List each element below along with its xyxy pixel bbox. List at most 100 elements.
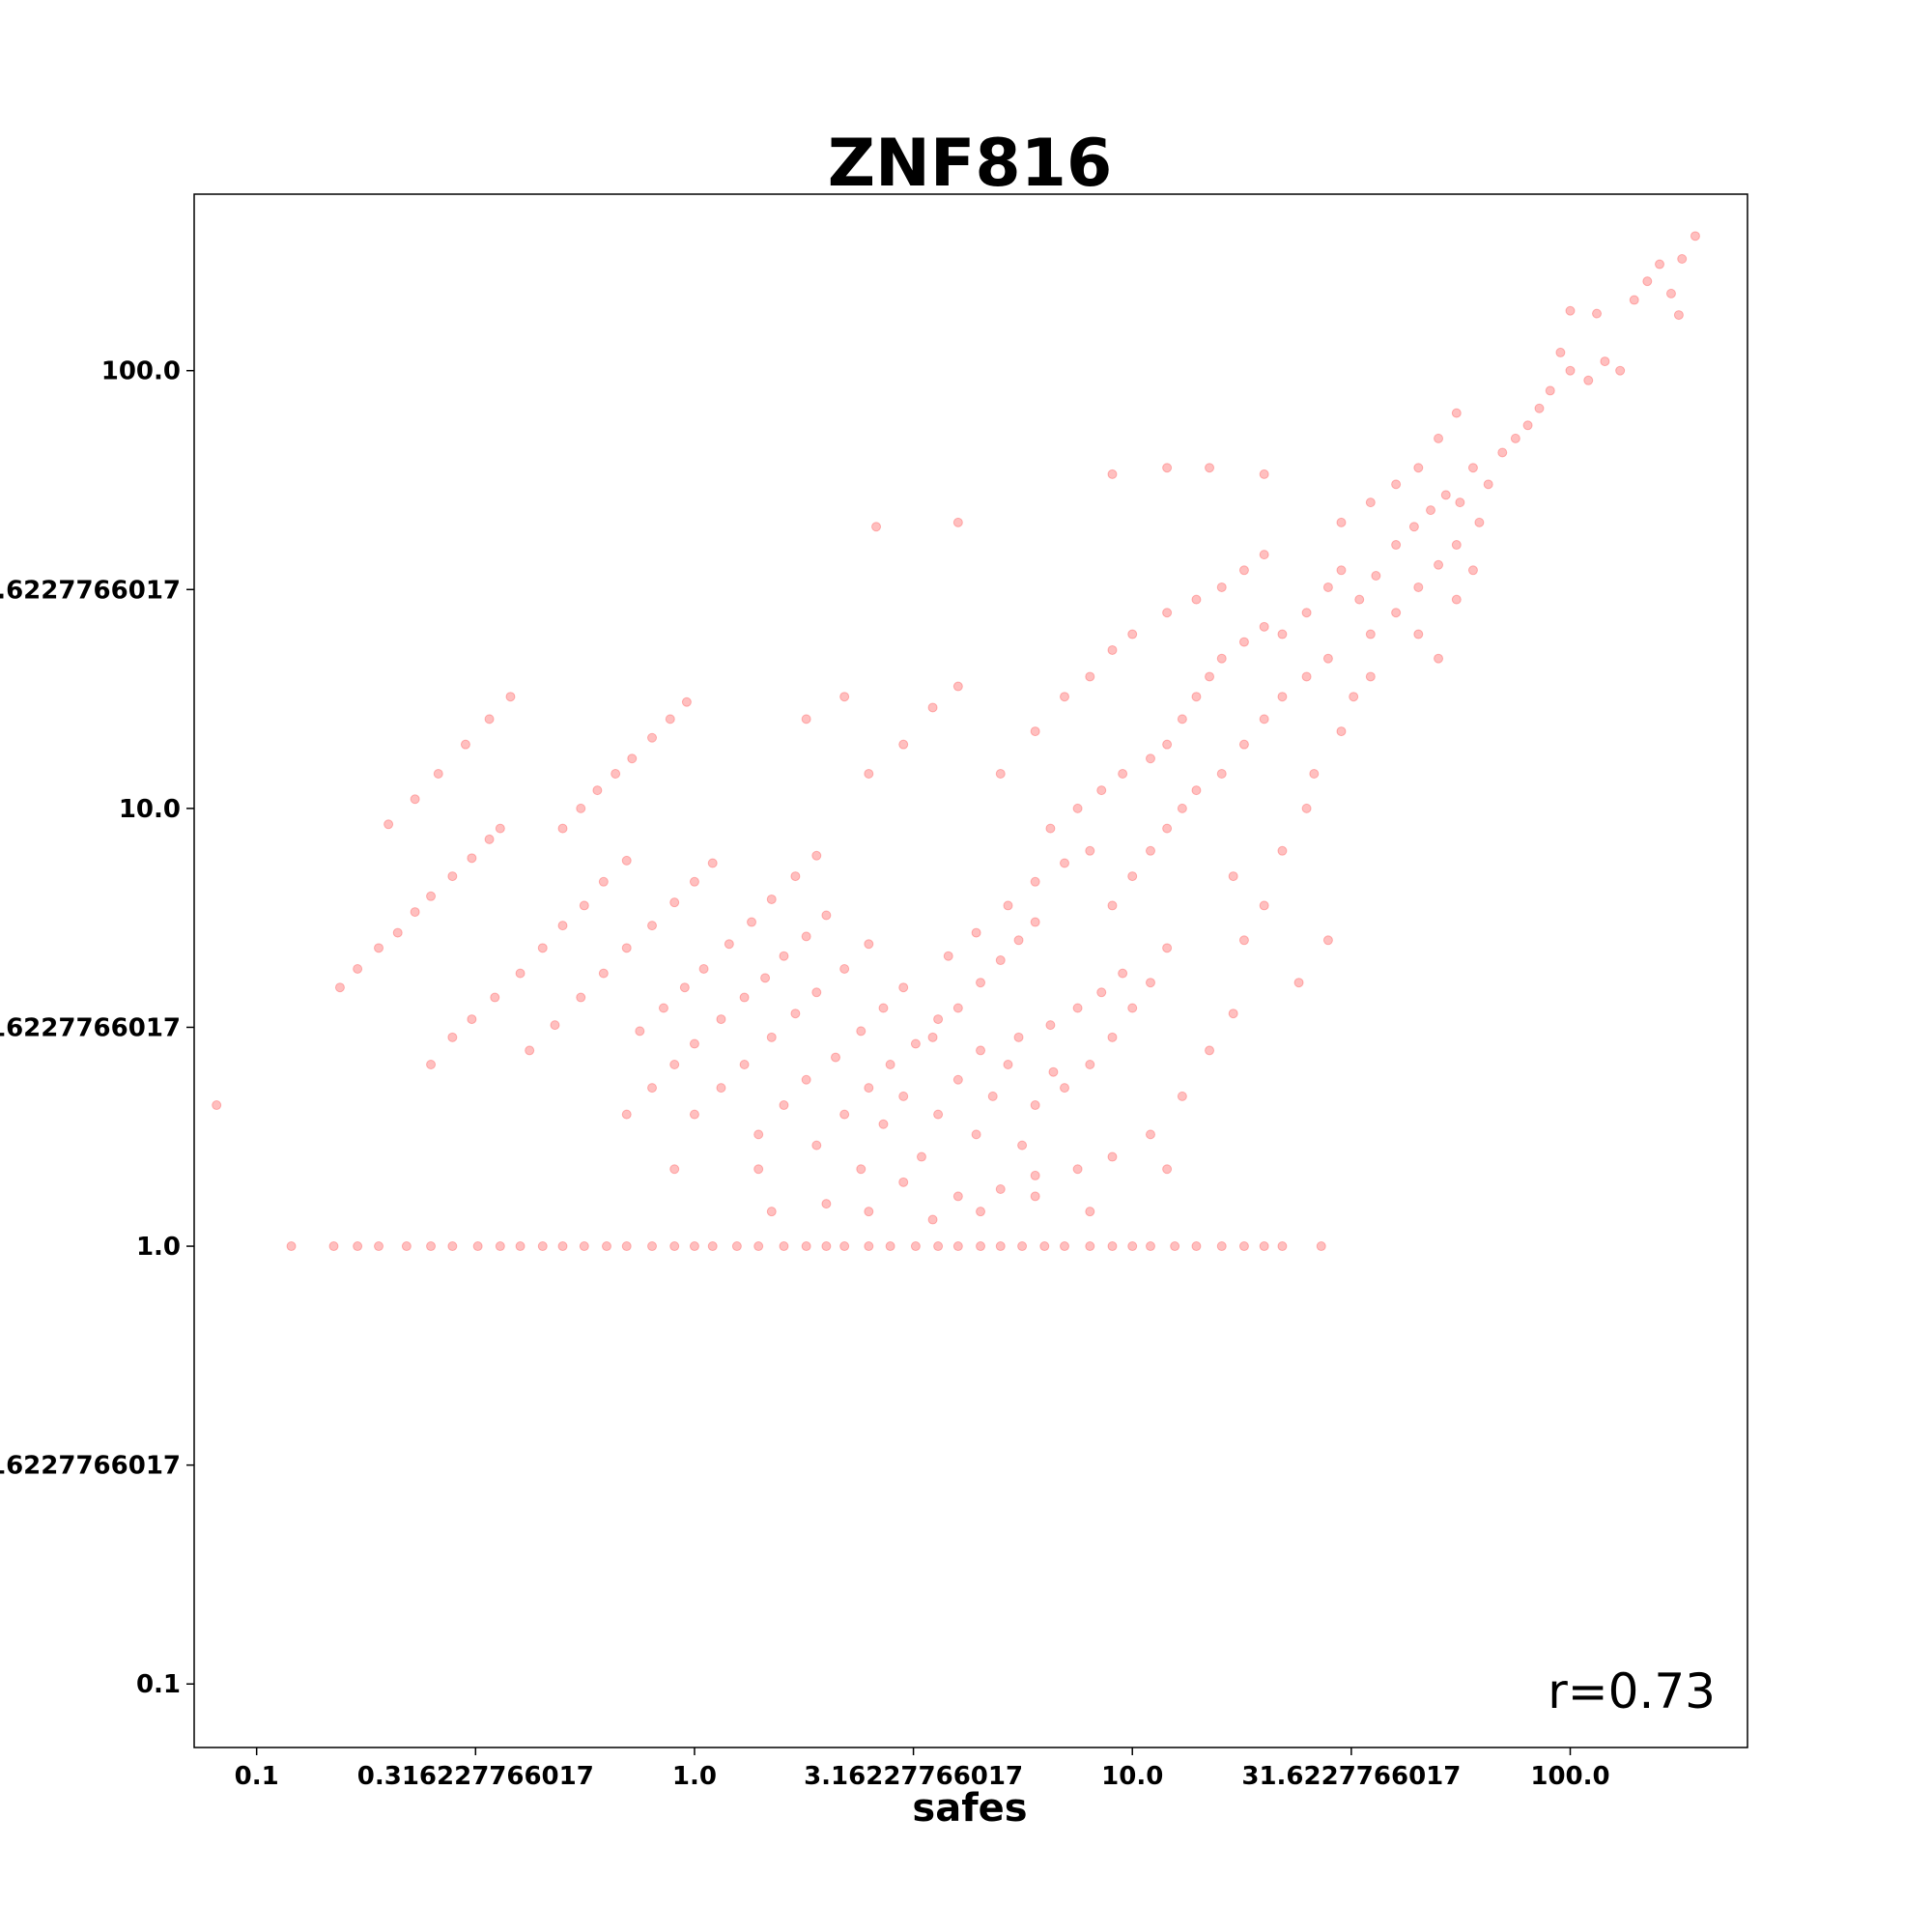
data-point [1060,1241,1070,1252]
data-point [601,1241,611,1252]
data-point [995,955,1006,966]
data-point [557,921,568,931]
data-point [328,1241,339,1252]
data-point [1205,463,1215,473]
data-point [576,992,586,1003]
data-point [856,1164,867,1175]
data-point [1127,1241,1138,1252]
data-point [1107,900,1118,911]
data-point [1277,692,1288,702]
y-tick-label: 0.316227766017 [0,1452,181,1481]
data-point [495,1241,505,1252]
data-point [1162,608,1173,618]
data-point [1391,479,1402,490]
data-point [1228,871,1238,882]
data-point [779,1100,789,1111]
data-point [557,1241,568,1252]
correlation-annotation: r=0.73 [1548,1663,1716,1719]
data-point [790,1009,801,1019]
data-point [1434,559,1444,570]
data-point [1474,517,1485,527]
data-point [801,1241,811,1252]
y-tick-label: 1.0 [136,1233,181,1262]
data-point [976,1045,986,1056]
data-point [1060,692,1070,702]
data-point [927,1214,938,1225]
data-point [433,768,443,779]
data-point [1145,753,1155,764]
data-point [467,1014,477,1025]
data-point [1592,308,1603,319]
y-axis-ticks: 0.1 0.316227766017 1.0 3.16227766017 10.0 31.… [0,357,194,1699]
data-point [1072,803,1083,813]
data-point [916,1151,926,1162]
data-point [1238,1241,1249,1252]
data-point [1440,490,1451,500]
data-point [1510,433,1520,443]
data-point [505,692,516,702]
data-point [669,1241,680,1252]
data-point [1013,935,1024,946]
data-point [976,978,986,988]
data-point [1322,653,1333,664]
data-point [1216,582,1227,592]
data-point [971,1129,981,1140]
data-point [1467,565,1478,576]
data-point [801,931,811,942]
data-point [878,1119,889,1129]
data-point [384,819,394,830]
data-point [1600,356,1610,367]
data-point [1391,608,1402,618]
data-point [1191,692,1202,702]
data-point [1413,629,1424,639]
data-point [1642,276,1653,287]
data-point [1277,629,1288,639]
data-point [779,951,789,961]
data-point [927,1032,938,1042]
data-point [537,943,548,953]
data-point [1583,375,1594,385]
data-point [515,968,526,979]
data-point [1259,1241,1269,1252]
x-tick-label: 0.316227766017 [357,1762,594,1791]
data-point [579,900,589,911]
data-point [1259,900,1269,911]
data-point [1072,1003,1083,1013]
data-point [1017,1140,1028,1151]
data-point [724,939,734,950]
data-point [1118,968,1128,979]
data-point [933,1109,944,1120]
data-point [1545,385,1555,396]
data-point [1336,565,1347,576]
data-point [1145,1129,1155,1140]
data-point [353,1241,363,1252]
data-point [467,853,477,864]
data-point [952,1074,963,1085]
data-point [669,1060,680,1070]
data-point [579,1241,589,1252]
data-point [976,1207,986,1217]
data-point [669,897,680,908]
data-point [1107,469,1118,479]
data-point [1336,726,1347,737]
data-point [681,696,692,707]
data-point [839,1241,850,1252]
data-point [1060,1083,1070,1094]
data-point [410,907,420,918]
data-point [647,1241,658,1252]
data-point [1451,540,1462,551]
data-point [1371,571,1381,582]
data-point [1030,726,1040,737]
data-point [1162,739,1173,750]
data-point [1301,671,1312,682]
data-point [1434,433,1444,443]
data-point [839,963,850,974]
data-point [898,1177,909,1187]
data-point [689,1241,699,1252]
data-point [1107,1151,1118,1162]
data-point [1365,497,1376,508]
y-tick-label: 100.0 [101,357,181,386]
data-point [1085,1207,1095,1217]
data-point [801,714,811,724]
data-point [1238,637,1249,647]
